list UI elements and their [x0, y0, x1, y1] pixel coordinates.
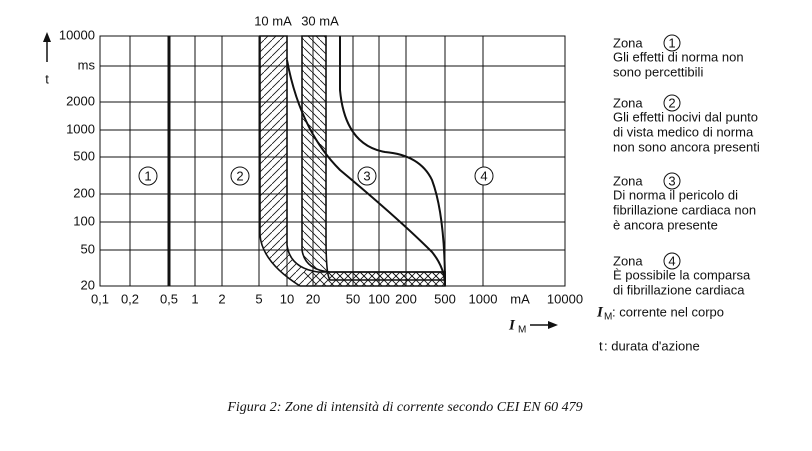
x-axis: mA I M	[508, 291, 558, 336]
zone-number: 4	[480, 168, 487, 183]
arrow-head	[43, 32, 51, 42]
x-tick-label: 500	[434, 291, 456, 306]
zone-text: non sono ancora presenti	[613, 139, 760, 154]
zone-text: È possibile la comparsa	[613, 267, 751, 282]
x-tick-label: 10000	[547, 291, 583, 306]
zone-number: 2	[668, 95, 675, 110]
note-symbol: I	[596, 304, 604, 320]
x-axis-label-sub: M	[518, 325, 526, 336]
x-tick-label: 50	[346, 291, 360, 306]
zone-marker	[230, 166, 250, 186]
curve-label: 30 mA	[301, 13, 339, 28]
zone-text: Di norma il pericolo di	[613, 187, 738, 202]
zone-text: fibrillazione cardiaca non	[613, 202, 756, 217]
x-tick-label: 0,2	[121, 291, 139, 306]
plot: 1 2 3 4 10 mA 30 mA	[99, 13, 566, 287]
y-tick-label: 500	[73, 148, 95, 163]
band-overlap	[300, 272, 445, 286]
x-axis-label: I	[508, 317, 516, 333]
zone-text: di vista medico di norma	[613, 124, 754, 139]
zone-text: è ancora presente	[613, 217, 718, 232]
x-tick-label: 2	[218, 291, 225, 306]
x-tick-label: 100	[368, 291, 390, 306]
x-tick-label: 1	[191, 291, 198, 306]
zone-marker	[663, 94, 681, 112]
zone-number: 3	[363, 168, 370, 183]
zone-text: sono percettibili	[613, 64, 703, 79]
y-axis-unit: ms	[78, 57, 96, 72]
zone-marker	[357, 166, 377, 186]
zone-marker	[138, 166, 158, 186]
zone-title: Zona	[613, 253, 643, 268]
y-tick-label: 100	[73, 213, 95, 228]
zone-number: 3	[668, 173, 675, 188]
y-tick-label: 1000	[66, 121, 95, 136]
zone-title: Zona	[613, 173, 643, 188]
note-symbol-sub: M	[604, 312, 612, 323]
x-axis-unit: mA	[510, 291, 530, 306]
zone-marker	[474, 166, 494, 186]
x-tick-label: 20	[306, 291, 320, 306]
zone-text: Gli effetti di norma non	[613, 49, 744, 64]
zone-marker	[663, 34, 681, 52]
arrow-head	[548, 321, 558, 329]
zone-text: di fibrillazione cardiaca	[613, 282, 745, 297]
y-axis-label: t	[45, 71, 49, 86]
zone-number: 1	[144, 168, 151, 183]
curve-label: 10 mA	[254, 13, 292, 28]
zone-number: 4	[668, 253, 675, 268]
zone-number: 1	[668, 35, 675, 50]
zone-number: 2	[236, 168, 243, 183]
y-tick-label: 50	[81, 241, 95, 256]
x-tick-label: 5	[255, 291, 262, 306]
y-tick-label: 2000	[66, 93, 95, 108]
y-tick-label: 200	[73, 185, 95, 200]
caption: Figura 2: Zone di intensità di corrente …	[226, 400, 582, 415]
note-text: : durata d'azione	[604, 338, 700, 353]
y-tick-label: 20	[81, 277, 95, 292]
x-tick-label: 10	[280, 291, 294, 306]
note-text: : corrente nel corpo	[612, 304, 724, 319]
x-tick-label: 0,5	[160, 291, 178, 306]
curve-c1	[286, 59, 446, 287]
curve-c2	[339, 36, 446, 287]
zone-title: Zona	[613, 35, 643, 50]
zone-text: Gli effetti nocivi dal punto	[613, 109, 758, 124]
x-tick-label: 1000	[469, 291, 498, 306]
zone-marker	[663, 252, 681, 270]
note-symbol: t	[599, 338, 603, 353]
zone-title: Zona	[613, 95, 643, 110]
y-axis: t ms	[43, 32, 95, 86]
zone-marker	[663, 172, 681, 190]
y-tick-label: 10000	[59, 27, 95, 42]
x-tick-label: 0,1	[91, 291, 109, 306]
x-tick-label: 200	[395, 291, 417, 306]
